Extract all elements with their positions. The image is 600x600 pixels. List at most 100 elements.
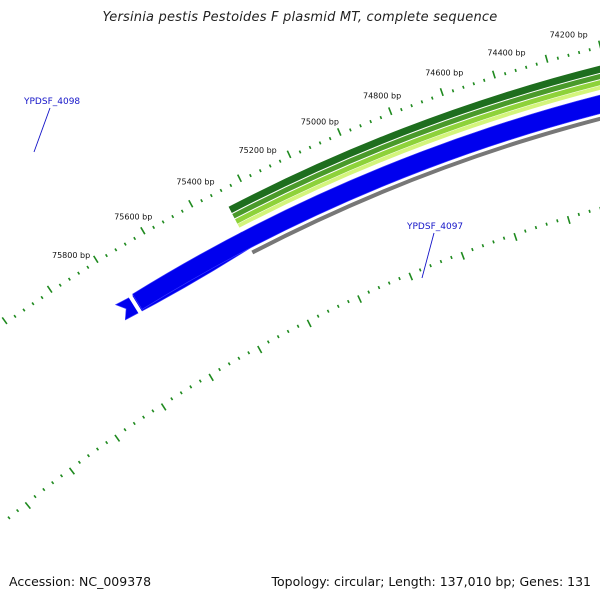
- ruler-minor-tick: [503, 71, 507, 76]
- gene-labels: YPDSF_4098 YPDSF_4097: [23, 97, 463, 279]
- inner-ruler-minor-tick: [16, 508, 20, 513]
- gc-band-light: [235, 80, 600, 224]
- inner-ruler-minor-tick: [123, 428, 127, 432]
- ruler-minor-tick: [359, 124, 362, 128]
- inner-ruler-minor-tick: [471, 247, 474, 252]
- ruler-labels: 75800 bp 75600 bp 75400 bp 75200 bp 75000 bp…: [52, 30, 588, 259]
- inner-ruler-minor-tick: [502, 236, 506, 240]
- feature-boundary-gap: [110, 265, 143, 314]
- ruler-minor-tick: [104, 253, 108, 258]
- ruler-major-tick: [336, 127, 342, 136]
- inner-ruler-major-tick: [68, 467, 75, 475]
- ruler-minor-tick: [483, 78, 486, 82]
- ruler-major-tick: [439, 88, 444, 97]
- ruler-minor-tick: [328, 136, 332, 141]
- ruler-major-tick: [491, 70, 496, 79]
- ruler-minor-tick: [308, 145, 312, 150]
- ruler-minor-tick: [577, 50, 581, 55]
- ruler-minor-tick: [209, 193, 213, 198]
- inner-ruler-minor-tick: [450, 255, 453, 260]
- ruler-minor-tick: [379, 115, 383, 120]
- ruler-minor-tick: [298, 150, 302, 154]
- ruler-minor-tick: [268, 164, 272, 168]
- ruler-label: 74200 bp: [550, 30, 588, 39]
- inner-ruler-minor-tick: [545, 222, 548, 226]
- ruler-label: 74800 bp: [363, 92, 401, 101]
- sequence-summary: Topology: circular; Length: 137,010 bp; …: [271, 574, 592, 589]
- inner-ruler-minor-tick: [198, 379, 202, 383]
- inner-ruler-minor-tick: [7, 516, 11, 520]
- ruler-minor-tick: [86, 265, 90, 269]
- ruler-label: 74600 bp: [425, 69, 463, 78]
- inner-ruler-minor-tick: [59, 474, 64, 478]
- inner-ruler-major-tick: [24, 501, 31, 510]
- inner-ruler-major-tick: [566, 215, 571, 225]
- ruler-minor-tick: [431, 96, 434, 100]
- accession-text: Accession: NC_009378: [9, 574, 152, 589]
- ruler-major-tick: [1, 316, 8, 325]
- ruler-label: 75000 bp: [301, 117, 339, 126]
- gc-band-outer: [228, 65, 600, 214]
- gene-label: YPDSF_4098: [23, 97, 80, 107]
- gc-content-bands: [228, 65, 600, 255]
- inner-ruler-minor-tick: [276, 334, 280, 339]
- inner-ruler-minor-tick: [132, 421, 136, 426]
- inner-ruler-minor-tick: [247, 351, 251, 355]
- ruler-minor-tick: [278, 159, 282, 163]
- ruler-minor-tick: [161, 220, 165, 224]
- ruler-minor-tick: [40, 295, 44, 300]
- ruler-minor-tick: [249, 173, 252, 178]
- inner-ruler-minor-tick: [151, 409, 155, 413]
- inner-ruler-minor-tick: [142, 415, 146, 419]
- ruler-minor-tick: [514, 68, 517, 73]
- ruler-label: 74400 bp: [487, 48, 525, 57]
- inner-ruler-minor-tick: [577, 212, 581, 217]
- inner-ruler-minor-tick: [534, 225, 538, 230]
- inner-ruler-minor-tick: [77, 460, 81, 465]
- gc-band-mid: [232, 74, 600, 219]
- inner-ruler-minor-tick: [326, 309, 330, 313]
- ruler-minor-tick: [524, 65, 528, 69]
- inner-ruler-major-tick: [160, 403, 167, 411]
- inner-ruler-minor-tick: [387, 281, 391, 285]
- gene-label: YPDSF_4097: [406, 222, 463, 232]
- inner-ruler-minor-tick: [492, 240, 495, 244]
- ruler-minor-tick: [400, 107, 403, 112]
- inner-ruler-minor-tick: [347, 299, 350, 304]
- ruler-minor-tick: [77, 271, 81, 275]
- ruler-major-tick: [140, 226, 146, 235]
- inner-ruler-minor-tick: [398, 276, 401, 281]
- ruler-minor-tick: [451, 89, 455, 93]
- ruler-minor-tick: [588, 48, 591, 52]
- ruler-minor-tick: [229, 183, 233, 188]
- ruler-minor-tick: [462, 85, 465, 89]
- ruler-minor-tick: [472, 82, 476, 86]
- inner-ruler-major-tick: [408, 272, 414, 281]
- inner-ruler-minor-tick: [179, 391, 183, 395]
- ruler-minor-tick: [58, 283, 62, 287]
- ruler-minor-tick: [171, 214, 175, 219]
- inner-ruler-minor-tick: [105, 440, 109, 445]
- inner-ruler-major-tick: [257, 345, 263, 354]
- ruler-major-tick: [236, 174, 243, 183]
- inner-ruler-minor-tick: [42, 487, 46, 492]
- gc-band-pale: [237, 85, 600, 228]
- ruler-minor-tick: [535, 62, 538, 66]
- inner-ruler-major-tick: [357, 295, 362, 304]
- ruler-minor-tick: [200, 199, 204, 203]
- ruler-major-tick: [286, 150, 292, 159]
- map-title: Yersinia pestis Pestoides F plasmid MT, …: [102, 10, 498, 25]
- ruler-label: 75400 bp: [176, 178, 214, 187]
- inner-ruler-minor-tick: [439, 259, 443, 264]
- inner-ruler-minor-tick: [33, 494, 37, 499]
- ruler-minor-tick: [133, 236, 137, 241]
- ruler-minor-tick: [13, 314, 17, 319]
- inner-ruler-minor-tick: [218, 367, 221, 372]
- ruler-minor-tick: [67, 277, 71, 281]
- sequence-backbone: [251, 116, 600, 255]
- inner-ruler-minor-tick: [336, 304, 340, 309]
- ruler-minor-tick: [410, 104, 413, 108]
- ruler-ticks: [1, 40, 600, 520]
- inner-ruler-minor-tick: [95, 447, 100, 451]
- ruler-minor-tick: [123, 242, 127, 246]
